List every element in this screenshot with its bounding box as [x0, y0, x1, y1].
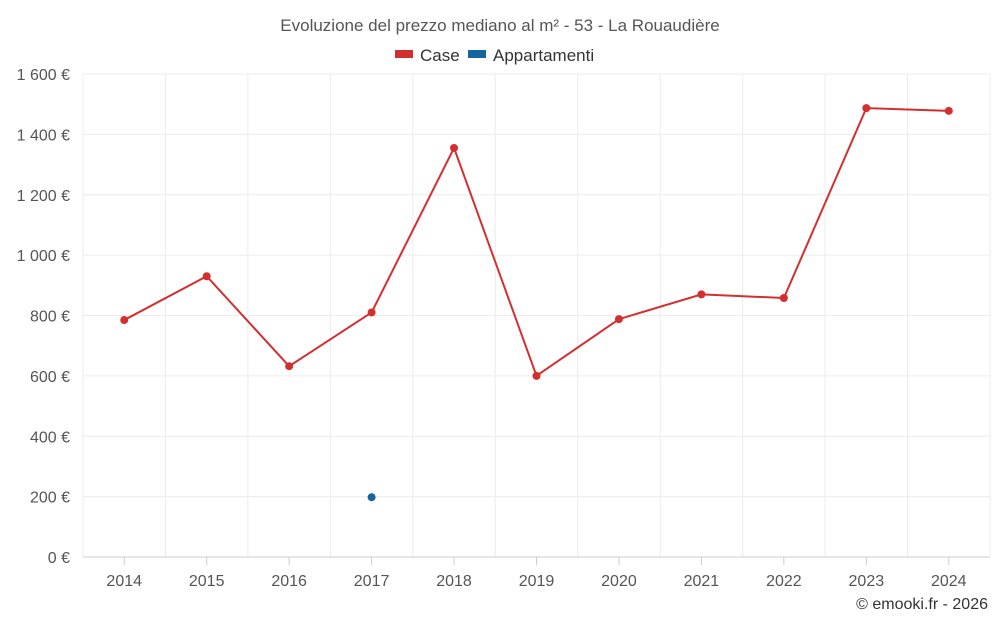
- chart-credit: © emooki.fr - 2026: [856, 596, 988, 613]
- point-case-2022[interactable]: [779, 293, 788, 302]
- y-tick-label-600: 600 €: [30, 369, 70, 386]
- x-tick-label-2015: 2015: [189, 573, 225, 590]
- point-case-2017[interactable]: [367, 308, 376, 317]
- chart-series: [120, 104, 953, 502]
- point-appartamenti-2017[interactable]: [367, 493, 376, 502]
- y-tick-label-1000: 1 000 €: [17, 248, 70, 265]
- point-case-2019[interactable]: [532, 371, 541, 380]
- x-tick-label-2014: 2014: [106, 573, 142, 590]
- point-case-2014[interactable]: [120, 316, 129, 325]
- chart-legend: Case Appartamenti: [395, 46, 594, 65]
- y-tick-label-800: 800 €: [30, 309, 70, 326]
- point-case-2016[interactable]: [285, 362, 294, 371]
- y-tick-label-1200: 1 200 €: [17, 188, 70, 205]
- chart-axes: 0 € 200 € 400 € 600 € 800 € 1 000 € 1 200 € 1 4…: [17, 67, 990, 590]
- x-tick-label-2018: 2018: [436, 573, 472, 590]
- x-tick-label-2020: 2020: [601, 573, 637, 590]
- chart-grid: [82, 73, 991, 557]
- point-case-2024[interactable]: [944, 106, 953, 115]
- x-tick-label-2019: 2019: [519, 573, 555, 590]
- point-case-2020[interactable]: [614, 315, 623, 324]
- point-case-2021[interactable]: [697, 290, 706, 299]
- y-tick-label-1400: 1 400 €: [17, 127, 70, 144]
- y-tick-label-0: 0 €: [48, 550, 70, 567]
- point-case-2015[interactable]: [202, 272, 211, 281]
- legend-label-case[interactable]: Case: [420, 46, 460, 65]
- point-case-2018[interactable]: [450, 143, 459, 152]
- y-tick-label-200: 200 €: [30, 490, 70, 507]
- chart-title: Evoluzione del prezzo mediano al m² - 53…: [280, 16, 719, 35]
- x-tick-label-2022: 2022: [766, 573, 802, 590]
- legend-swatch-appartamenti[interactable]: [468, 50, 486, 58]
- legend-label-appartamenti[interactable]: Appartamenti: [493, 46, 594, 65]
- x-tick-label-2021: 2021: [684, 573, 720, 590]
- x-tick-label-2024: 2024: [931, 573, 967, 590]
- y-tick-label-400: 400 €: [30, 429, 70, 446]
- x-tick-label-2017: 2017: [354, 573, 390, 590]
- x-tick-label-2016: 2016: [271, 573, 307, 590]
- point-case-2023[interactable]: [862, 104, 871, 113]
- legend-swatch-case[interactable]: [395, 50, 413, 58]
- y-tick-label-1600: 1 600 €: [17, 67, 70, 84]
- x-tick-label-2023: 2023: [849, 573, 885, 590]
